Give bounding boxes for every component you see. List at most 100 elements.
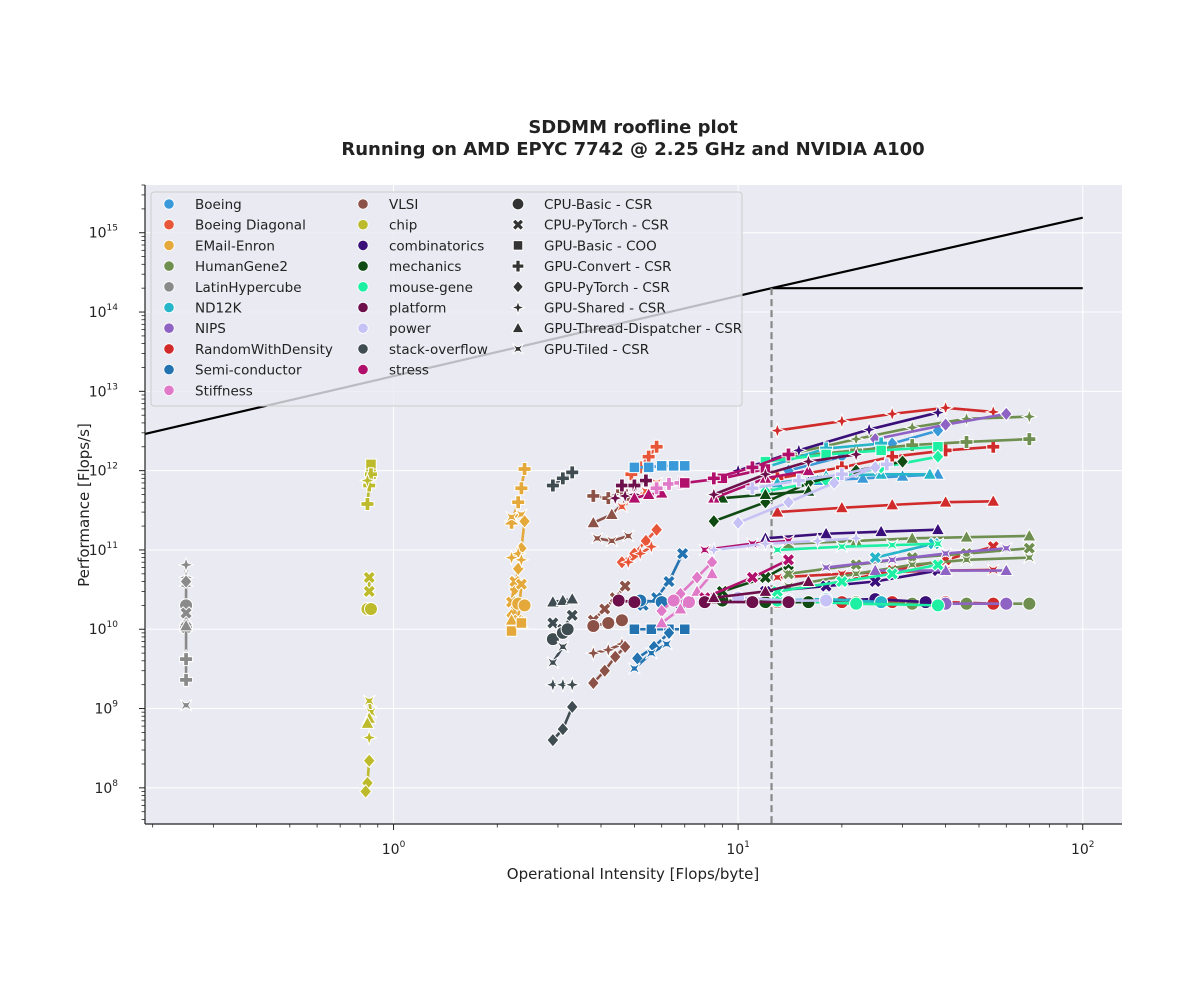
legend-item-mechanics: mechanics [357,259,461,275]
legend-swatch [163,260,175,272]
data-point [698,543,712,557]
data-point [819,561,833,574]
legend-label: platform [389,301,446,317]
data-point [611,593,626,608]
data-point [362,694,376,708]
data-point [999,406,1013,422]
data-point [514,577,529,592]
data-point [628,461,641,474]
series-vlsi-gpu-tiled-csr [590,529,635,548]
series-line [713,537,857,552]
data-point [781,494,796,510]
data-point [555,471,570,486]
data-point [360,728,378,747]
data-point [599,641,617,659]
legend-label: EMail-Enron [195,238,275,254]
data-point [586,675,600,691]
data-point [662,574,676,589]
data-point [731,515,745,531]
data-point [959,529,974,543]
legend-swatch [357,239,369,251]
data-point [986,439,1001,454]
data-point [706,589,722,604]
data-point [781,595,796,610]
legend-label: Boeing Diagonal [195,218,306,234]
data-point [768,421,787,440]
series-chip-gpu-pytorch-csr [359,753,376,800]
data-point [512,551,531,569]
data-point [756,465,775,483]
series-vlsi-cpu-basic-csr [586,613,629,633]
data-point [860,420,878,439]
series-semi-conductor-gpu-tiled-csr [628,637,673,675]
data-point [745,481,760,496]
legend-box [150,191,743,407]
legend-item-nips: NIPS [163,321,226,337]
legend-item-gpu-convert-csr: GPU-Convert - CSR [511,259,672,275]
data-point [847,529,865,548]
data-point [619,553,637,571]
series-mechanics-gpu-thread-dispatcher-csr [715,483,816,504]
data-point [517,598,532,613]
data-point [791,473,806,488]
data-point [554,676,572,694]
data-point [868,550,883,565]
data-point [799,452,818,471]
data-point [544,676,562,694]
y-tick-label: 1012 [89,462,118,480]
y-tick-label: 1010 [89,620,119,638]
data-point [1022,596,1037,611]
data-point [360,496,375,511]
series-chip-cpu-basic-csr [360,601,378,617]
legend-label: power [389,321,431,337]
legend-swatch [163,198,175,210]
data-point [834,499,850,514]
data-point [649,481,664,496]
series-line [825,546,1007,569]
data-point [627,478,642,493]
data-point [514,481,529,496]
legend-item-boeing-diagonal: Boeing Diagonal [163,218,306,234]
data-point [545,632,560,647]
series-platform-cpu-basic-csr [611,593,642,610]
data-point [849,596,864,611]
series-boeing-gpu-basic-coo [628,460,691,474]
series-stack-overflow-gpu-pytorch-csr [546,699,579,748]
legend-label: chip [389,218,417,234]
legend-item-cpu-basic-csr: CPU-Basic - CSR [511,197,652,213]
data-point [178,618,194,632]
legend-marker [511,218,525,232]
data-point [586,618,601,633]
legend-swatch [163,281,175,293]
data-point [560,622,575,637]
y-tick-label: 1014 [89,303,119,321]
series-line [874,542,935,559]
data-point [621,529,635,543]
legend: Boeing Boeing Diagonal EMail-Enron HumanGen… [150,191,743,407]
data-point [905,438,920,453]
legend-swatch [163,322,175,334]
legend-item-gpu-tiled-csr: GPU-Tiled - CSR [512,342,649,358]
y-ticks: 108 109 1010 1011 1012 1013 1014 1015 [89,184,145,820]
data-point [601,615,616,630]
data-point [584,644,602,662]
series-line [592,645,627,684]
legend-item-cpu-pytorch-csr: CPU-PyTorch - CSR [511,218,669,234]
data-point [781,552,796,567]
data-point [565,699,579,715]
legend-item-nd12k: ND12K [163,301,243,317]
data-point [936,399,955,417]
data-point [608,649,622,665]
data-point [362,584,377,599]
data-point [835,540,849,553]
data-point [358,471,377,490]
data-point [678,477,691,489]
data-point [879,457,894,472]
data-point [359,783,373,800]
legend-item-semi-conductor: Semi-conductor [163,363,302,379]
series-chip-cpu-pytorch-csr [362,570,377,599]
data-point [631,544,649,563]
legend-swatch [357,281,369,293]
data-point [645,623,658,636]
series-line [777,542,938,552]
